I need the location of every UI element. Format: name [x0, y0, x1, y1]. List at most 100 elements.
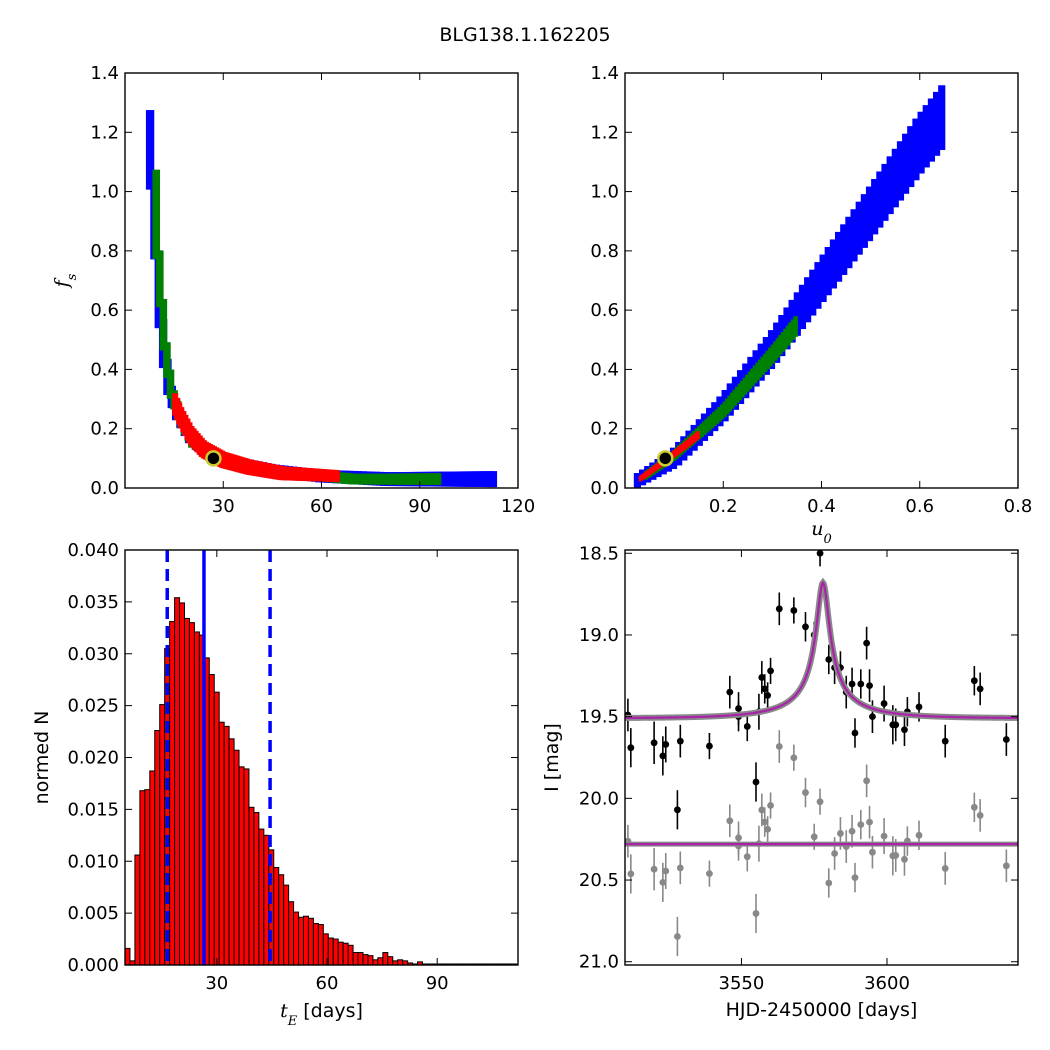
density-cell-3sigma — [145, 110, 155, 190]
histogram-bar — [283, 884, 290, 966]
density-cell-3sigma — [855, 201, 863, 255]
histogram-bar — [208, 674, 215, 966]
data-point — [857, 680, 865, 688]
histogram-bar — [332, 938, 339, 966]
density-cell-2sigma — [783, 328, 788, 349]
density-cell-2sigma — [742, 377, 748, 395]
histogram-bar — [258, 828, 265, 966]
data-point — [650, 739, 658, 747]
density-cell-2sigma — [152, 169, 161, 259]
histogram-bar — [268, 849, 275, 966]
density-cell-3sigma — [891, 148, 899, 208]
data-point — [726, 688, 734, 696]
residual-point — [674, 933, 681, 940]
histogram-bar — [169, 621, 176, 966]
data-point — [825, 656, 833, 663]
residual-point — [837, 830, 844, 837]
residual-point — [775, 743, 783, 750]
density-cell-3sigma — [922, 105, 930, 168]
histogram-bar — [322, 933, 329, 966]
histogram-bar — [154, 730, 161, 966]
histogram-bar — [253, 811, 260, 966]
y-axis-label: normed N — [31, 711, 53, 805]
x-tick-label: 60 — [316, 973, 339, 994]
data-point — [706, 742, 713, 750]
histogram-bar — [372, 959, 379, 966]
density-cell-3sigma — [819, 254, 827, 303]
y-tick-label: 0.000 — [67, 955, 119, 976]
y-tick-label: 0.015 — [67, 799, 119, 820]
residual-point — [659, 878, 667, 886]
panel-fs-vs-te: 30 60 90 120 0.0 0.2 0.4 0.6 0.8 1.0 1.2 1.4 fs — [51, 63, 535, 517]
residual-point — [848, 827, 856, 835]
data-point — [674, 806, 681, 814]
data-point — [662, 741, 670, 748]
residual-point — [857, 821, 865, 828]
x-tick-label: 0.4 — [807, 496, 836, 517]
y-tick-label: 1.2 — [590, 122, 619, 143]
density-cell-2sigma — [719, 404, 725, 420]
histogram-bar — [342, 942, 349, 966]
density-cell-1sigma — [333, 470, 340, 483]
density-cell-3sigma — [907, 126, 915, 188]
y-tick-label: 0.025 — [67, 696, 119, 717]
model-curve — [625, 580, 1018, 720]
density-cell-2sigma — [712, 411, 717, 427]
histogram-bar — [228, 738, 235, 966]
histogram-bar — [144, 789, 151, 966]
y-tick-label: 0.4 — [90, 359, 119, 380]
histogram-bar — [303, 915, 309, 966]
density-cell-2sigma — [433, 473, 442, 486]
density-cell-2sigma — [724, 398, 730, 415]
density-cell-3sigma — [449, 471, 459, 487]
density-cell-2sigma — [762, 353, 768, 373]
density-cell-2sigma — [163, 342, 171, 379]
density-cell-2sigma — [760, 356, 765, 375]
histogram-bar — [218, 721, 225, 966]
y-tick-label: 0.005 — [67, 903, 119, 924]
x-tick-label: 90 — [408, 496, 431, 517]
data-point — [802, 623, 809, 631]
residual-point — [901, 855, 908, 863]
residual-point — [752, 910, 760, 917]
x-tick-label: 120 — [501, 496, 535, 517]
panel-fs-vs-u0: 0.2 0.4 0.6 0.8 0.0 0.2 0.4 0.6 0.8 1.0 1.2 1.4 u0 — [590, 63, 1032, 547]
density-cell-3sigma — [824, 246, 832, 296]
y-tick-label: 1.4 — [90, 63, 119, 84]
density-cell-3sigma — [860, 194, 868, 248]
density-cell-2sigma — [709, 414, 715, 429]
data-point — [970, 677, 978, 685]
density-cell-2sigma — [729, 392, 735, 409]
residual-point — [761, 818, 769, 826]
density-cell-2sigma — [780, 331, 786, 352]
density-cell-3sigma — [471, 471, 480, 487]
x-tick-label: 3600 — [864, 973, 910, 994]
y-tick-label: 0.6 — [590, 300, 619, 321]
density-cell-2sigma — [778, 335, 783, 355]
density-cell-2sigma — [735, 386, 740, 404]
histogram-bar — [184, 617, 190, 966]
density-cell-2sigma — [722, 401, 727, 418]
density-cell-2sigma — [775, 338, 781, 358]
y-tick-label: 0.040 — [67, 540, 119, 561]
density-cell-2sigma — [757, 359, 763, 378]
density-cell-3sigma — [475, 471, 485, 487]
density-cell-3sigma — [850, 209, 858, 262]
density-cell-3sigma — [871, 179, 879, 235]
density-cell-2sigma — [699, 423, 705, 438]
histogram-bar — [263, 834, 270, 966]
data-point — [676, 737, 684, 745]
residual-point — [976, 812, 984, 819]
density-cell-2sigma — [788, 322, 793, 343]
histogram-bar — [367, 955, 374, 966]
y-tick-label: 19.5 — [579, 707, 619, 728]
data-point — [816, 550, 824, 557]
data-point — [767, 667, 774, 675]
histogram-bar — [213, 691, 220, 966]
y-axis-label: I [mag] — [541, 723, 563, 792]
y-tick-label: 0.8 — [90, 241, 119, 262]
data-point — [976, 685, 984, 693]
data-point — [790, 607, 798, 614]
residual-point — [810, 833, 818, 841]
y-axis-label: fs — [51, 273, 80, 289]
